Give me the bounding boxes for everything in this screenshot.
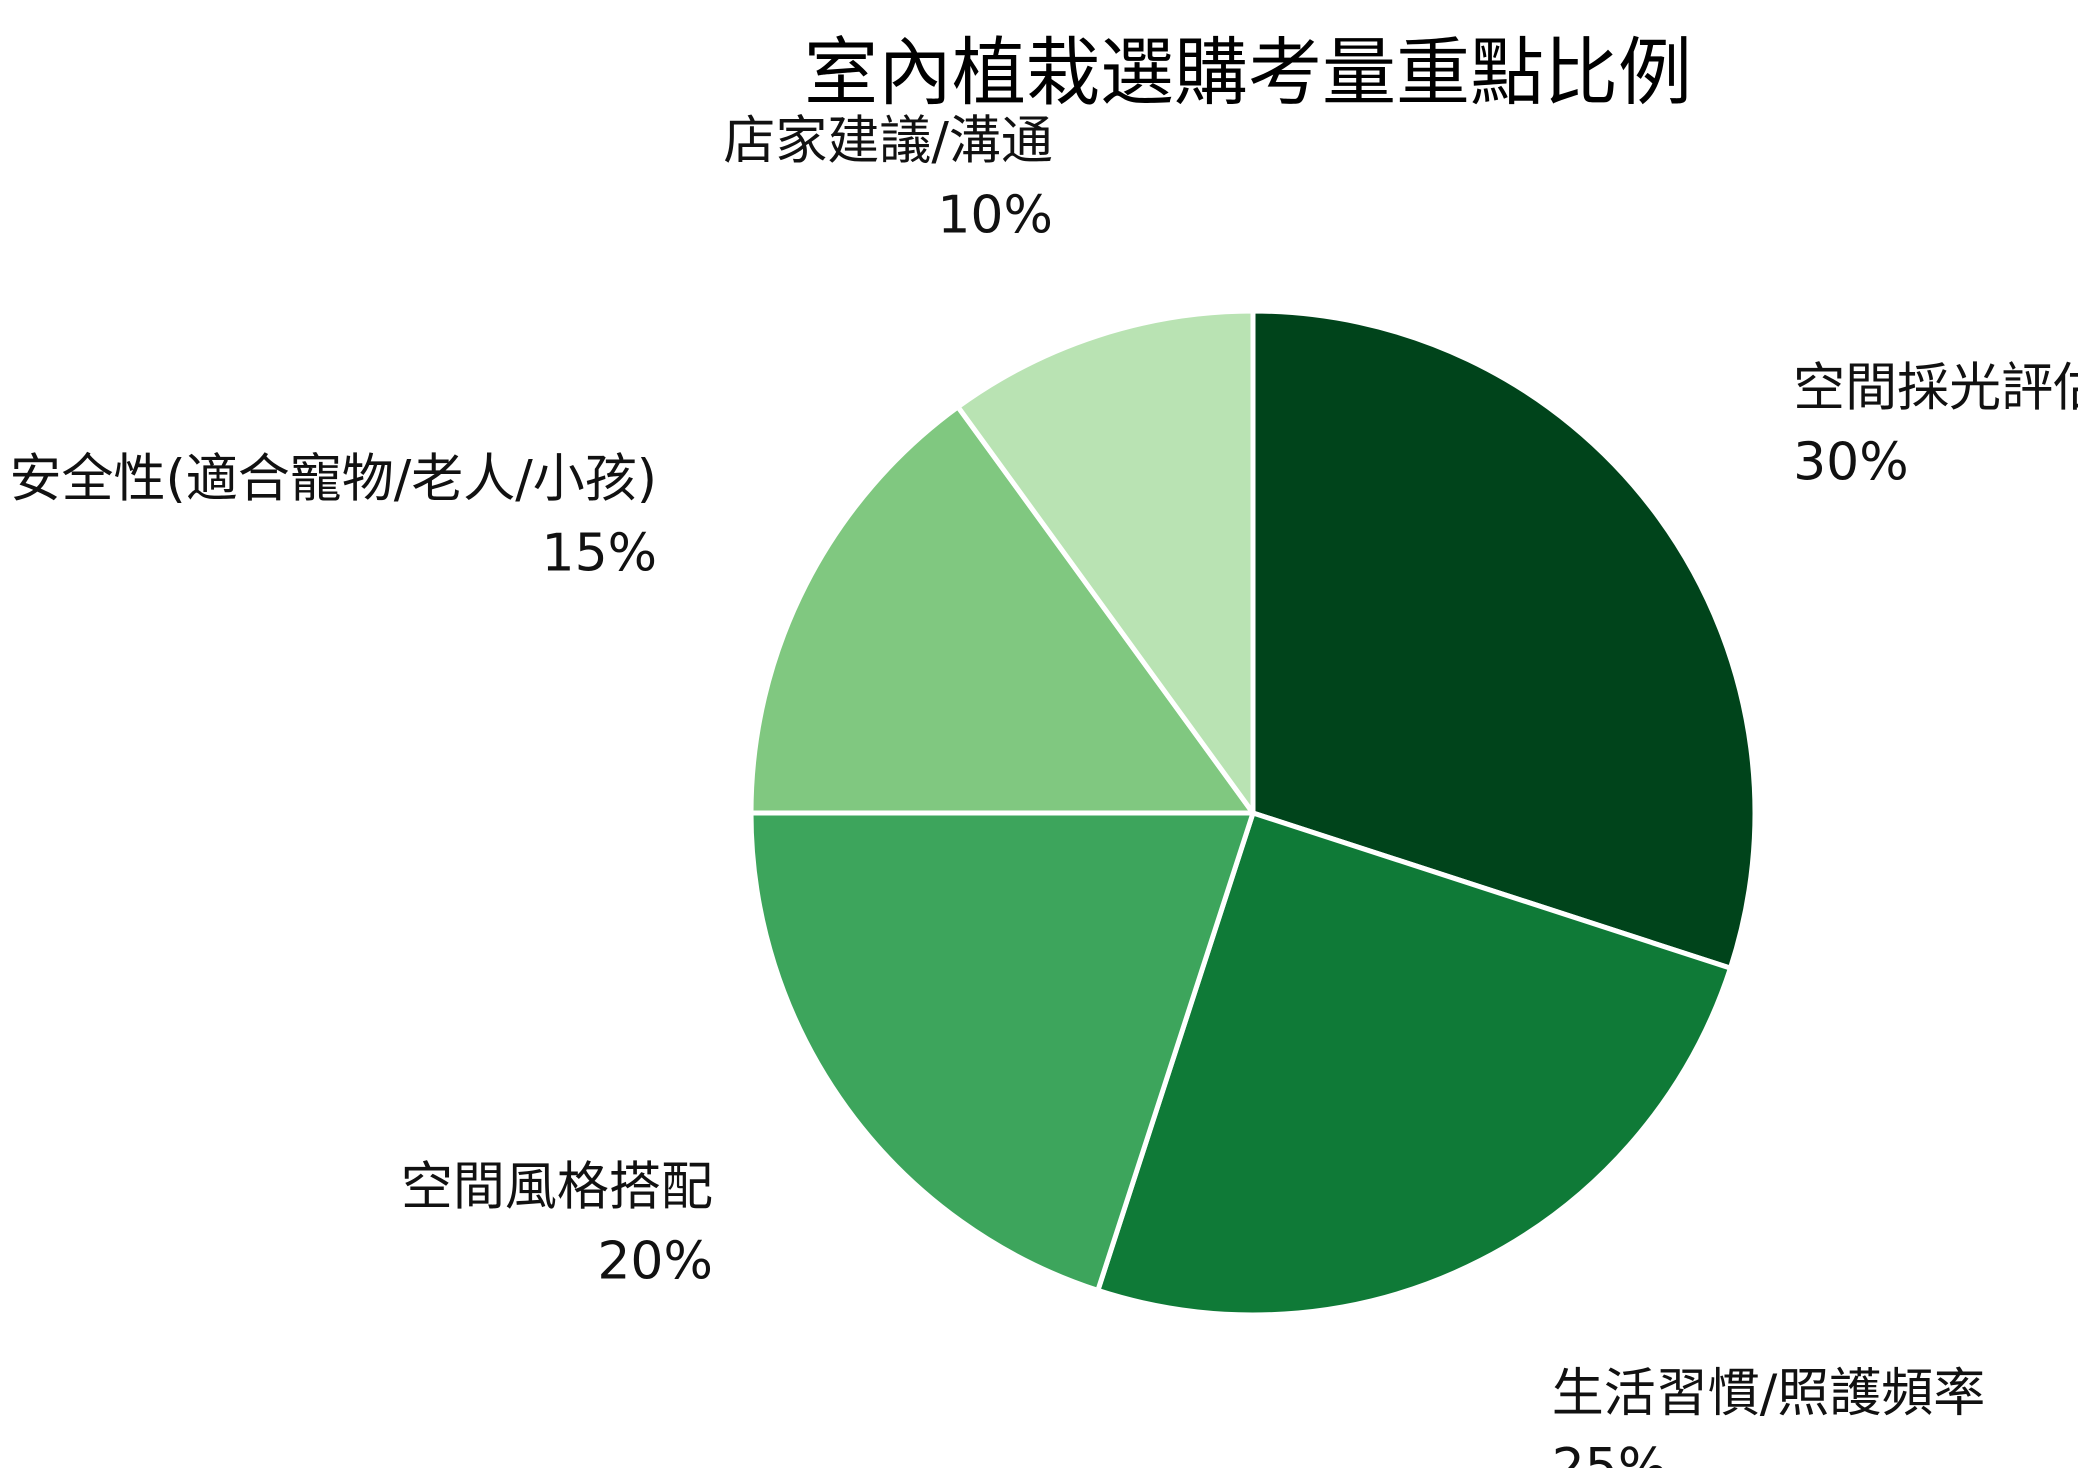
- slice-label-2: 空間風格搭配: [401, 1158, 713, 1218]
- slice-value-3: 15%: [542, 523, 658, 583]
- pie-labels: 空間採光評估 30% 生活習慣/照護頻率 25% 空間風格搭配 20% 安全性(適合寵物/老…: [9, 111, 2078, 1468]
- pie-slices: [748, 308, 1758, 1318]
- slice-value-2: 20%: [597, 1232, 713, 1292]
- pie-slice-4: [955, 308, 1256, 816]
- slice-value-0: 30%: [1793, 432, 1909, 492]
- slice-label-0: 空間採光評估: [1793, 358, 2078, 418]
- pie-slice-2: [748, 810, 1256, 1293]
- pie-slice-0: [1250, 308, 1758, 971]
- slice-label-4: 店家建議/溝通: [723, 111, 1053, 171]
- slice-value-1: 25%: [1552, 1438, 1668, 1468]
- slice-value-4: 10%: [937, 185, 1053, 245]
- pie-slice-1: [1095, 810, 1733, 1318]
- chart-title: 室內植栽選購考量重點比例: [804, 30, 1692, 116]
- slice-label-1: 生活習慣/照護頻率: [1552, 1364, 1986, 1424]
- pie-slice-3: [748, 404, 1256, 816]
- slice-label-3: 安全性(適合寵物/老人/小孩): [9, 449, 657, 509]
